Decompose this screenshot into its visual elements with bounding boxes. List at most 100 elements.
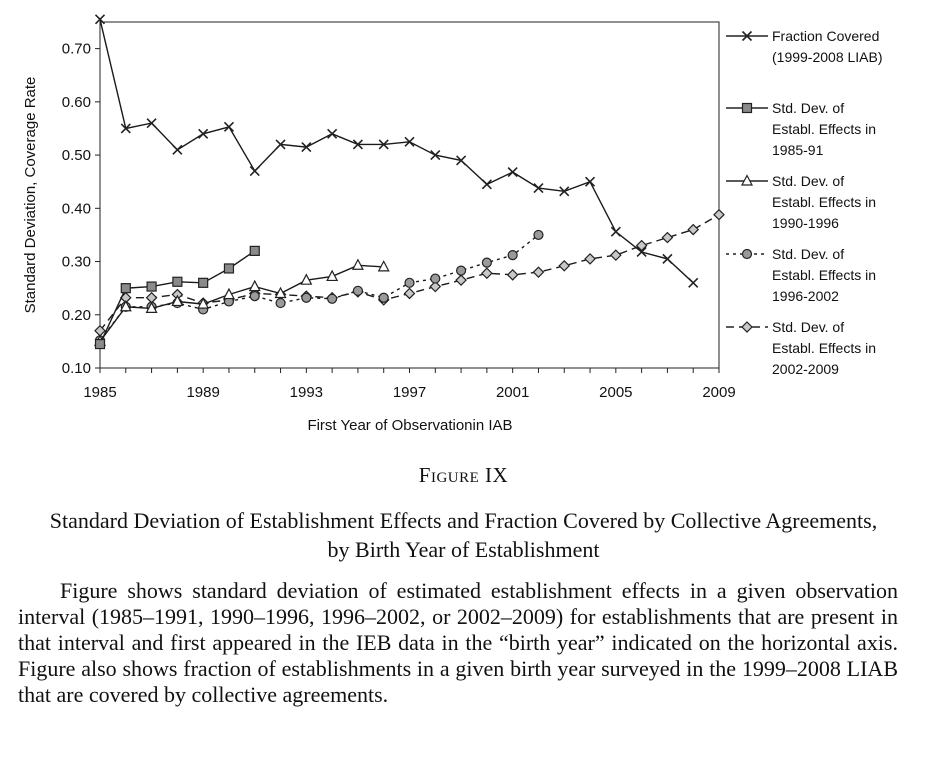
data-point	[558, 259, 571, 272]
marker-stroke	[172, 144, 183, 155]
marker-stroke	[327, 128, 338, 139]
data-point	[584, 253, 596, 265]
data-point	[352, 139, 363, 150]
data-point	[507, 250, 518, 261]
marker-stroke	[223, 121, 235, 132]
x-tick-label: 2009	[702, 384, 735, 401]
data-point	[300, 273, 313, 285]
series-diamond	[94, 208, 725, 337]
legend-item: Std. Dev. of Establ. Effects in 1996-2002	[726, 246, 876, 304]
data-point	[275, 139, 286, 150]
data-point	[609, 249, 622, 261]
data-point	[713, 208, 725, 221]
y-tick-label: 0.30	[62, 254, 91, 271]
data-point	[352, 285, 364, 296]
marker-stroke	[249, 165, 260, 177]
legend-marker	[741, 30, 753, 42]
x-tick-label: 2005	[599, 384, 632, 401]
marker-stroke	[456, 155, 467, 166]
legend-item: Std. Dev. of Establ. Effects in 1990-1996	[726, 173, 876, 231]
series-circle	[94, 229, 544, 346]
data-point	[223, 121, 235, 132]
data-point	[197, 297, 210, 309]
data-point	[506, 268, 519, 281]
data-point	[378, 292, 389, 303]
data-point	[559, 186, 570, 197]
data-point	[533, 229, 544, 241]
marker-stroke	[301, 142, 312, 153]
marker-stroke	[146, 118, 157, 129]
legend-label: Std. Dev. of	[772, 173, 844, 189]
marker-stroke	[94, 14, 106, 25]
legend-label: Establ. Effects in	[772, 340, 876, 356]
data-point	[146, 281, 157, 292]
data-point	[455, 265, 467, 276]
y-tick-label: 0.60	[62, 94, 91, 111]
marker-stroke	[378, 139, 389, 150]
marker-stroke	[481, 179, 492, 190]
legend: Fraction Covered (1999-2008 LIAB) Std. Dev…	[726, 28, 883, 377]
figure-title: Standard Deviation of Establishment Effe…	[49, 508, 878, 562]
data-point	[249, 245, 260, 256]
marker-stroke	[559, 186, 570, 197]
data-point	[532, 266, 545, 279]
legend-label: Std. Dev. of	[772, 246, 844, 262]
data-point	[533, 183, 544, 194]
legend-marker	[741, 174, 753, 186]
marker-stroke	[404, 136, 415, 147]
x-tick-label: 1989	[186, 384, 219, 401]
data-point	[301, 142, 312, 153]
marker-stroke	[636, 246, 647, 258]
data-point	[274, 286, 287, 299]
data-point	[636, 246, 647, 258]
data-point	[145, 301, 158, 313]
data-point	[145, 291, 158, 304]
data-point	[222, 287, 235, 300]
line-chart: 0.10 0.20 0.30 0.40 0.50 0.60 0.70 1985 1989 199…	[22, 14, 883, 434]
marker-stroke	[610, 226, 621, 237]
data-point	[198, 128, 209, 139]
marker-stroke	[741, 30, 753, 42]
data-point	[248, 279, 261, 292]
x-axis: 1985 1989 1993 1997 2001 2005 2009	[83, 368, 736, 401]
data-point	[403, 287, 416, 300]
data-point	[404, 277, 415, 288]
plot-area-frame	[99, 21, 720, 369]
legend-label: 1990-1996	[772, 215, 839, 231]
data-point	[146, 118, 157, 129]
data-point	[610, 226, 621, 237]
legend-label: Std. Dev. of	[772, 100, 844, 116]
data-point	[481, 267, 493, 280]
data-point	[249, 165, 260, 177]
marker-stroke	[275, 139, 286, 150]
y-axis: 0.10 0.20 0.30 0.40 0.50 0.60 0.70	[62, 41, 100, 377]
legend-label: (1999-2008 LIAB)	[772, 49, 883, 65]
x-axis-label: First Year of Observationin IAB	[307, 417, 512, 434]
data-point	[661, 231, 674, 244]
data-point	[456, 155, 467, 166]
marker-stroke	[430, 150, 441, 161]
figure-label: Figure IX	[418, 463, 509, 487]
data-point	[430, 273, 441, 284]
series-square	[94, 245, 260, 350]
x-tick-label: 1993	[290, 384, 323, 401]
series-line	[99, 264, 384, 342]
data-point	[120, 123, 131, 134]
data-point	[687, 223, 700, 236]
figure-caption: Figure shows standard deviation of estim…	[18, 578, 898, 707]
data-point	[662, 253, 673, 264]
data-point	[119, 299, 132, 312]
data-point	[171, 294, 184, 307]
marker-stroke	[198, 128, 209, 139]
legend-label: Establ. Effects in	[772, 194, 876, 210]
legend-label: Fraction Covered	[772, 28, 879, 44]
x-tick-label: 1997	[393, 384, 426, 401]
data-point	[198, 277, 209, 288]
marker-stroke	[584, 176, 596, 187]
data-point	[327, 128, 338, 139]
series-line	[99, 214, 720, 332]
data-point	[327, 293, 338, 304]
legend-marker	[741, 102, 753, 114]
y-tick-label: 0.20	[62, 307, 91, 324]
data-point	[172, 144, 183, 155]
